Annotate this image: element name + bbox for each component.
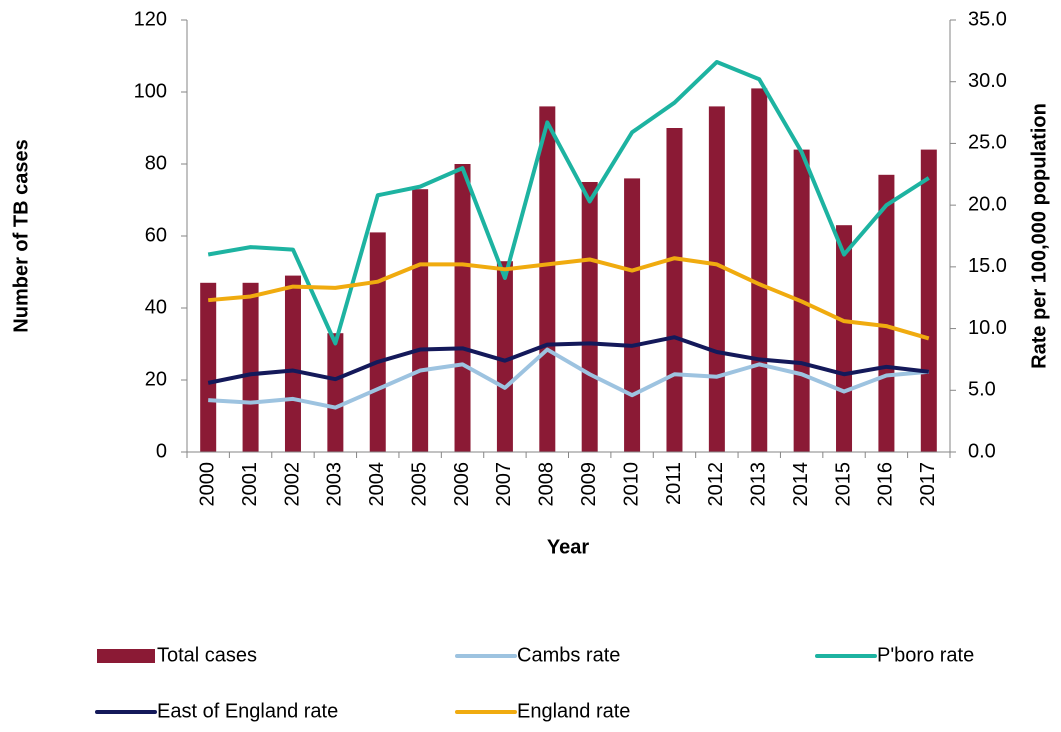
x-tick-label: 2004 (366, 462, 388, 507)
bar (666, 128, 683, 452)
bar (454, 164, 471, 452)
line-series (207, 335, 930, 385)
legend-label: Total cases (157, 644, 257, 666)
y2-tick-label: 30.0 (968, 70, 1007, 92)
bar (242, 282, 259, 452)
y2-tick-label: 35.0 (968, 8, 1007, 30)
legend-label: East of England rate (157, 700, 338, 722)
y2-tick-label: 5.0 (968, 379, 996, 401)
bar (496, 261, 513, 452)
x-tick-label: 2015 (832, 462, 854, 507)
line-series (208, 256, 930, 341)
y-tick-label: 40 (145, 296, 167, 318)
y2-tick-label: 20.0 (968, 193, 1007, 215)
x-axis-title: Year (547, 536, 589, 558)
bar (708, 106, 725, 453)
bar (200, 282, 217, 452)
x-tick-label: 2000 (196, 462, 218, 507)
bar (624, 178, 641, 452)
x-tick-label: 2010 (620, 462, 642, 507)
legend-label: England rate (517, 700, 630, 722)
x-tick-label: 2017 (917, 462, 939, 507)
y-tick-label: 120 (134, 8, 167, 30)
bar (878, 174, 895, 453)
x-tick-label: 2006 (451, 462, 473, 507)
y-tick-label: 80 (145, 152, 167, 174)
x-tick-label: 2016 (875, 462, 897, 507)
legend-label: Cambs rate (517, 644, 620, 666)
bar (539, 106, 556, 453)
legend-swatch (97, 649, 155, 663)
y2-tick-label: 0.0 (968, 440, 996, 462)
y-tick-label: 0 (156, 440, 167, 462)
y2-tick-label: 25.0 (968, 132, 1007, 154)
x-tick-label: 2014 (790, 462, 812, 507)
bar (284, 275, 301, 452)
x-tick-label: 2012 (705, 462, 727, 507)
bar (920, 149, 937, 452)
y-tick-label: 60 (145, 224, 167, 246)
bar (836, 225, 853, 452)
legend-label: P'boro rate (877, 644, 974, 666)
bar (412, 189, 429, 452)
x-tick-label: 2009 (578, 462, 600, 507)
bar (751, 88, 768, 453)
x-tick-label: 2005 (408, 462, 430, 507)
x-tick-label: 2007 (493, 462, 515, 507)
x-tick-label: 2002 (281, 462, 303, 507)
bar (369, 232, 386, 452)
x-tick-label: 2008 (536, 462, 558, 507)
y-tick-label: 100 (134, 80, 167, 102)
y-axis-title: Number of TB cases (10, 139, 32, 332)
y2-tick-label: 10.0 (968, 317, 1007, 339)
x-tick-label: 2003 (324, 462, 346, 507)
y2-tick-label: 15.0 (968, 255, 1007, 277)
x-tick-label: 2013 (748, 462, 770, 507)
y2-axis-title: Rate per 100,000 population (1028, 103, 1050, 369)
x-tick-label: 2001 (239, 462, 261, 507)
bar (581, 182, 598, 452)
y-tick-label: 20 (145, 368, 167, 390)
bar (327, 333, 344, 452)
line-series (207, 59, 930, 346)
x-tick-label: 2011 (663, 462, 685, 505)
line-series (208, 347, 929, 410)
